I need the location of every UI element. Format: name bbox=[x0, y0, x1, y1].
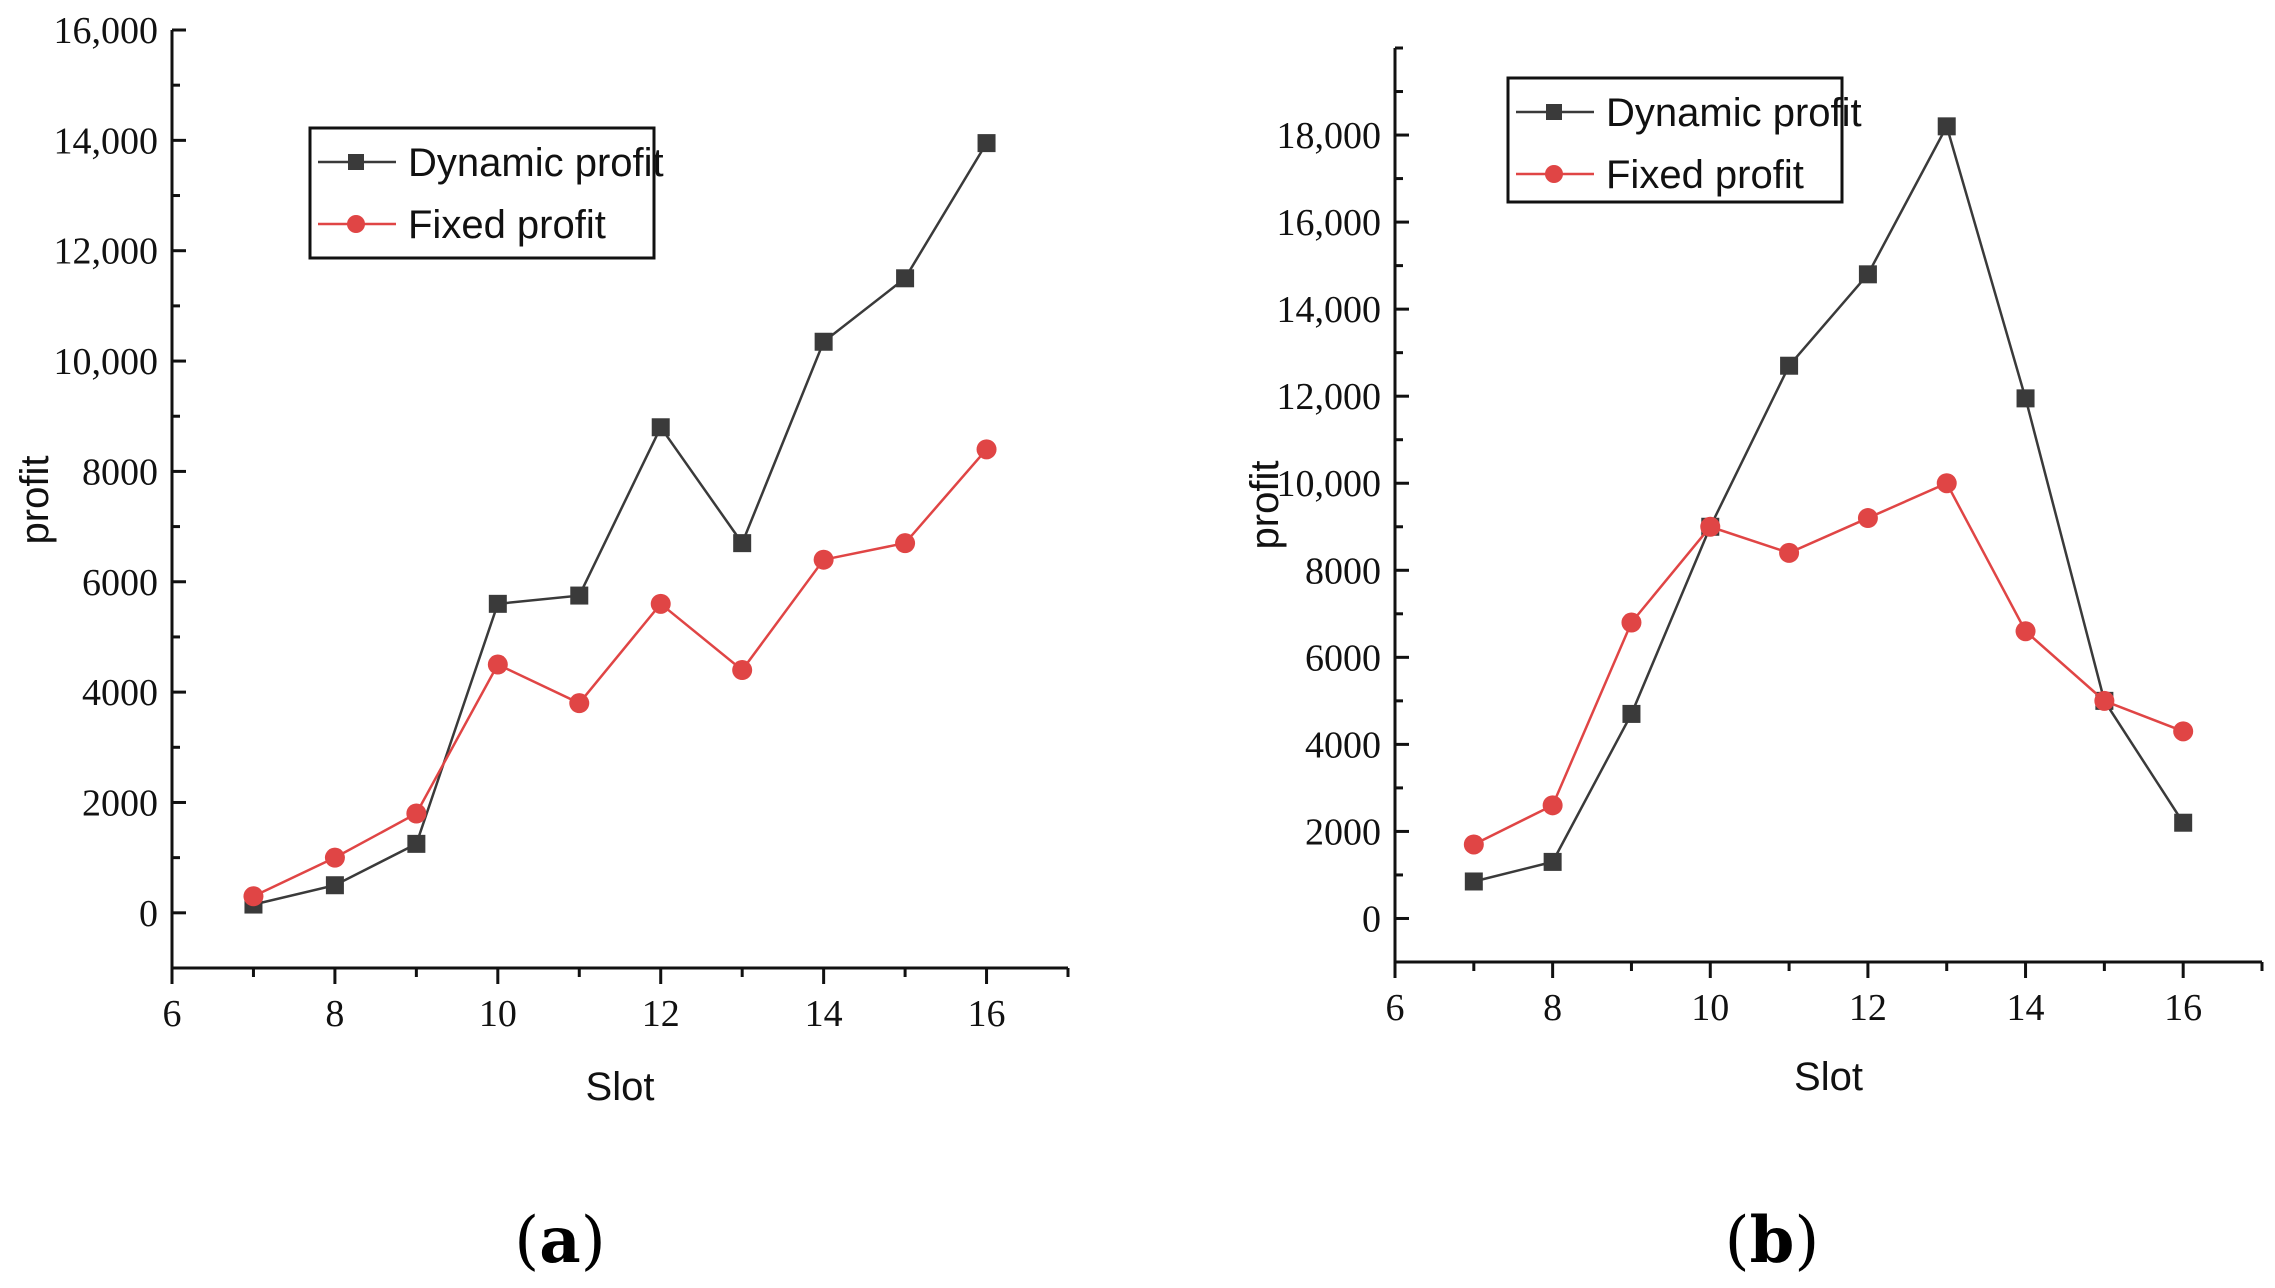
y-tick-label: 6000 bbox=[82, 562, 158, 604]
legend-box bbox=[308, 126, 656, 260]
data-point-dynamic bbox=[1464, 872, 1483, 891]
data-point-fixed bbox=[895, 533, 916, 554]
data-point-dynamic bbox=[1543, 852, 1562, 871]
data-point-fixed bbox=[1700, 516, 1721, 537]
legend-label: Dynamic profit bbox=[408, 141, 664, 185]
y-tick-label: 2000 bbox=[82, 782, 158, 824]
x-tick-label: 12 bbox=[1849, 987, 1887, 1029]
data-point-fixed bbox=[1621, 612, 1642, 633]
legend-marker-circle bbox=[347, 215, 365, 233]
y-tick-label: 16,000 bbox=[54, 10, 159, 52]
data-point-fixed bbox=[406, 803, 427, 824]
y-tick-label: 8000 bbox=[82, 451, 158, 493]
data-point-fixed bbox=[1542, 795, 1563, 816]
data-point-fixed bbox=[2094, 690, 2115, 711]
data-point-dynamic bbox=[733, 534, 752, 553]
series-line-fixed bbox=[252, 448, 988, 898]
x-tick-label: 8 bbox=[325, 993, 344, 1035]
panel-label: (b) bbox=[1725, 1203, 1820, 1278]
y-tick-label: 14,000 bbox=[1277, 289, 1382, 331]
data-point-dynamic bbox=[651, 418, 670, 437]
data-point-dynamic bbox=[1780, 356, 1799, 375]
data-point-fixed bbox=[487, 654, 508, 675]
y-tick-label: 12,000 bbox=[1277, 376, 1382, 418]
legend-label: Dynamic profit bbox=[1606, 91, 1862, 135]
data-point-dynamic bbox=[407, 834, 426, 853]
data-point-dynamic bbox=[977, 134, 996, 153]
y-tick-label: 0 bbox=[1362, 898, 1381, 940]
x-axis-title: Slot bbox=[586, 1065, 655, 1109]
data-point-dynamic bbox=[896, 269, 915, 288]
y-tick-label: 4000 bbox=[1305, 724, 1381, 766]
y-tick-label: 18,000 bbox=[1277, 115, 1382, 157]
data-point-fixed bbox=[1857, 508, 1878, 529]
data-point-fixed bbox=[1779, 542, 1800, 563]
data-point-dynamic bbox=[1858, 265, 1877, 284]
data-point-dynamic bbox=[1622, 704, 1641, 723]
data-point-fixed bbox=[650, 593, 671, 614]
data-point-dynamic bbox=[2016, 389, 2035, 408]
data-point-fixed bbox=[1463, 834, 1484, 855]
x-tick-label: 12 bbox=[642, 993, 680, 1035]
data-point-fixed bbox=[732, 660, 753, 681]
legend-marker-square bbox=[1546, 104, 1562, 120]
data-point-fixed bbox=[2015, 621, 2036, 642]
y-tick-label: 16,000 bbox=[1277, 202, 1382, 244]
data-point-fixed bbox=[569, 693, 590, 714]
legend-label: Fixed profit bbox=[1606, 153, 1804, 197]
series-line-fixed bbox=[1473, 481, 2184, 846]
y-tick-label: 10,000 bbox=[54, 341, 159, 383]
legend-marker-square bbox=[348, 154, 364, 170]
data-point-dynamic bbox=[325, 876, 344, 895]
data-point-dynamic bbox=[570, 586, 589, 605]
legend-box bbox=[1506, 76, 1844, 204]
y-tick-label: 4000 bbox=[82, 672, 158, 714]
data-point-dynamic bbox=[814, 332, 833, 351]
x-tick-label: 10 bbox=[479, 993, 517, 1035]
data-point-fixed bbox=[324, 847, 345, 868]
series-line-dynamic bbox=[1473, 123, 2185, 883]
x-tick-label: 6 bbox=[163, 993, 182, 1035]
y-tick-label: 0 bbox=[139, 893, 158, 935]
data-point-fixed bbox=[976, 439, 997, 460]
data-point-fixed bbox=[243, 886, 264, 907]
y-tick-label: 8000 bbox=[1305, 550, 1381, 592]
x-tick-label: 14 bbox=[805, 993, 843, 1035]
y-tick-label: 12,000 bbox=[54, 231, 159, 273]
y-axis-title: profit bbox=[1243, 461, 1287, 550]
legend-label: Fixed profit bbox=[408, 203, 606, 247]
data-point-fixed bbox=[1936, 473, 1957, 494]
y-tick-label: 2000 bbox=[1305, 811, 1381, 853]
legend-marker-circle bbox=[1545, 165, 1563, 183]
x-tick-label: 10 bbox=[1691, 987, 1729, 1029]
chart-a: 0 2000 4000 6000 8000 10,000 12,000 14,000 16,00… bbox=[13, 10, 1070, 1278]
data-point-dynamic bbox=[488, 594, 507, 613]
data-point-dynamic bbox=[1937, 117, 1956, 136]
chart-b: 0 2000 4000 6000 8000 10,000 12,000 14,000 16,00… bbox=[1243, 46, 2264, 1278]
panel-label: (a) bbox=[514, 1203, 605, 1278]
x-axis-title: Slot bbox=[1794, 1055, 1863, 1099]
y-tick-label: 10,000 bbox=[1277, 463, 1382, 505]
x-tick-label: 14 bbox=[2007, 987, 2045, 1029]
series-line-dynamic bbox=[253, 142, 988, 906]
x-tick-label: 16 bbox=[968, 993, 1006, 1035]
x-tick-label: 6 bbox=[1386, 987, 1405, 1029]
data-point-fixed bbox=[813, 549, 834, 570]
data-point-dynamic bbox=[2174, 813, 2193, 832]
y-tick-label: 14,000 bbox=[54, 120, 159, 162]
y-tick-label: 6000 bbox=[1305, 637, 1381, 679]
y-axis-title: profit bbox=[13, 456, 57, 545]
x-tick-label: 16 bbox=[2164, 987, 2202, 1029]
x-tick-label: 8 bbox=[1543, 987, 1562, 1029]
data-point-fixed bbox=[2173, 721, 2194, 742]
